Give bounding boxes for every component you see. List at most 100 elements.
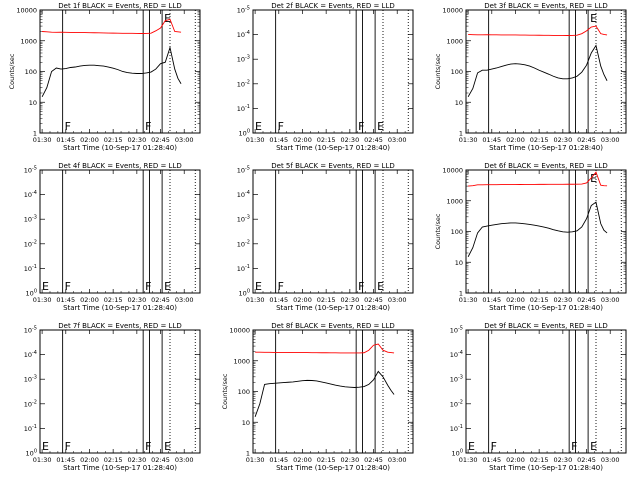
y-tick-label: 10 xyxy=(455,259,463,267)
x-tick-label: 01:45 xyxy=(269,296,288,304)
lld-series-line xyxy=(42,18,182,34)
marker-letter-e: E xyxy=(42,440,49,453)
events-series-line xyxy=(467,201,608,258)
x-tick-label: 02:15 xyxy=(530,136,549,144)
y-tick-label: 10 xyxy=(29,99,37,107)
marker-letter-e: E xyxy=(590,12,597,25)
y-tick-label: 1000 xyxy=(233,357,250,365)
marker-letter-f: F xyxy=(145,280,151,293)
x-tick-label: 02:15 xyxy=(530,296,549,304)
y-axis-label: Counts/sec xyxy=(434,53,442,89)
marker-letter-f: F xyxy=(65,120,71,133)
x-tick-label: 02:45 xyxy=(364,296,383,304)
panel-7: Det 7f BLACK = Events, RED = LLD 01:30 01:… xyxy=(24,322,201,472)
y-tick-label: 10-1 xyxy=(24,264,37,273)
y-axis-label: Counts/sec xyxy=(434,213,442,249)
events-series-line xyxy=(41,45,182,98)
y-tick-label: 100 xyxy=(25,68,37,76)
x-tick-label: 01:30 xyxy=(459,136,478,144)
x-tick-label: 02:00 xyxy=(293,296,312,304)
x-tick-label: 02:00 xyxy=(506,296,525,304)
y-tick-label: 100 xyxy=(451,228,463,236)
y-tick-label: 10000 xyxy=(16,7,37,15)
y-tick-label: 100 xyxy=(26,449,37,458)
y-tick-label: 10-4 xyxy=(24,350,37,359)
x-tick-label: 01:45 xyxy=(56,296,75,304)
x-tick-label: 03:00 xyxy=(388,136,407,144)
x-tick-label: 01:45 xyxy=(482,456,501,464)
x-tick-label: 02:00 xyxy=(80,296,99,304)
x-tick-label: 02:00 xyxy=(506,136,525,144)
y-tick-label: 100 xyxy=(451,68,463,76)
x-tick-label: 02:00 xyxy=(80,456,99,464)
y-tick-label: 10-5 xyxy=(237,6,250,15)
marker-letter-e: E xyxy=(590,172,597,185)
x-axis-label: Start Time (10-Sep-17 01:28:40) xyxy=(489,304,603,312)
x-axis-label: Start Time (10-Sep-17 01:28:40) xyxy=(63,304,177,312)
marker-letter-f: F xyxy=(65,280,71,293)
panel-4: Det 4f BLACK = Events, RED = LLD 01:30 01:… xyxy=(24,162,201,312)
marker-letter-e: E xyxy=(590,440,597,453)
x-tick-label: 03:00 xyxy=(601,136,620,144)
y-tick-label: 10-4 xyxy=(237,190,250,199)
panel-title: Det 5f BLACK = Events, RED = LLD xyxy=(271,162,394,170)
y-tick-label: 1000 xyxy=(20,37,37,45)
x-tick-label: 02:15 xyxy=(317,456,336,464)
x-axis-label: Start Time (10-Sep-17 01:28:40) xyxy=(276,464,390,472)
x-tick-label: 01:30 xyxy=(246,296,265,304)
panel-title: Det 3f BLACK = Events, RED = LLD xyxy=(484,2,607,10)
axes-box xyxy=(252,9,414,134)
panel-title: Det 4f BLACK = Events, RED = LLD xyxy=(58,162,181,170)
x-tick-label: 01:30 xyxy=(459,456,478,464)
y-tick-label: 10-3 xyxy=(237,55,250,64)
x-tick-label: 01:45 xyxy=(482,296,501,304)
y-tick-label: 10000 xyxy=(442,7,463,15)
x-tick-label: 02:30 xyxy=(553,136,572,144)
x-tick-label: 02:15 xyxy=(104,296,123,304)
marker-letter-e: E xyxy=(164,12,171,25)
x-tick-label: 01:45 xyxy=(269,136,288,144)
x-tick-label: 01:30 xyxy=(459,296,478,304)
y-tick-label: 10-4 xyxy=(450,350,463,359)
y-tick-label: 10 xyxy=(242,419,250,427)
marker-letter-f: F xyxy=(65,440,71,453)
x-tick-label: 02:45 xyxy=(577,456,596,464)
x-tick-label: 02:30 xyxy=(553,456,572,464)
x-tick-label: 02:15 xyxy=(104,456,123,464)
x-tick-label: 02:45 xyxy=(151,296,170,304)
x-tick-label: 01:45 xyxy=(56,136,75,144)
marker-letter-f: F xyxy=(571,440,577,453)
lld-series-line xyxy=(255,343,395,354)
panel-title: Det 8f BLACK = Events, RED = LLD xyxy=(271,322,394,330)
x-tick-label: 02:15 xyxy=(317,296,336,304)
x-tick-label: 01:45 xyxy=(56,456,75,464)
panel-title: Det 6f BLACK = Events, RED = LLD xyxy=(484,162,607,170)
x-tick-label: 03:00 xyxy=(601,456,620,464)
y-tick-label: 10-3 xyxy=(237,215,250,224)
x-tick-label: 02:30 xyxy=(127,136,146,144)
y-tick-label: 10-2 xyxy=(450,399,463,408)
x-axis-label: Start Time (10-Sep-17 01:28:40) xyxy=(276,304,390,312)
x-axis-label: Start Time (10-Sep-17 01:28:40) xyxy=(276,144,390,152)
marker-letter-e: E xyxy=(164,440,171,453)
x-tick-label: 01:30 xyxy=(246,456,265,464)
y-tick-label: 1 xyxy=(33,130,37,138)
y-tick-label: 10000 xyxy=(442,167,463,175)
panel-title: Det 2f BLACK = Events, RED = LLD xyxy=(271,2,394,10)
marker-letter-e: E xyxy=(164,280,171,293)
y-tick-label: 10 xyxy=(455,99,463,107)
x-tick-label: 02:45 xyxy=(577,136,596,144)
x-tick-label: 01:30 xyxy=(33,456,52,464)
marker-letter-f: F xyxy=(278,280,284,293)
y-axis-label: Counts/sec xyxy=(221,373,229,409)
y-tick-label: 1000 xyxy=(446,197,463,205)
x-tick-label: 02:45 xyxy=(151,136,170,144)
y-tick-label: 10-1 xyxy=(24,424,37,433)
marker-letter-e: E xyxy=(377,280,384,293)
y-tick-label: 10-5 xyxy=(450,326,463,335)
y-tick-label: 10-2 xyxy=(24,239,37,248)
y-tick-label: 10000 xyxy=(229,327,250,335)
y-tick-label: 10-2 xyxy=(24,399,37,408)
events-series-line xyxy=(254,370,395,417)
